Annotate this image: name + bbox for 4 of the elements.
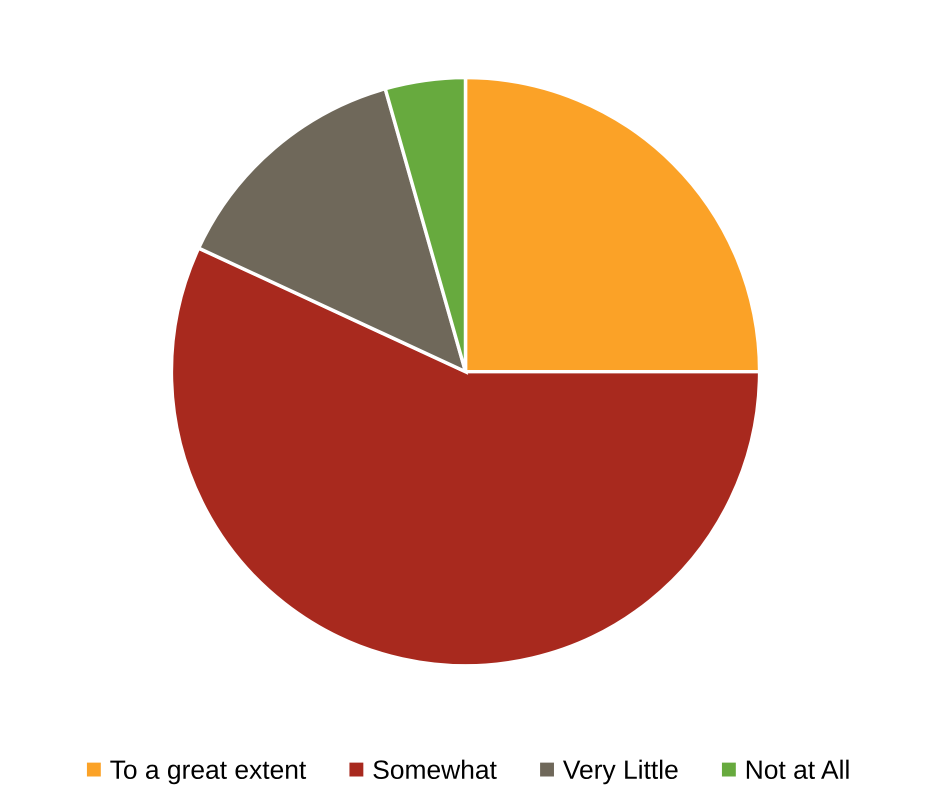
legend-label: Very Little [562, 760, 678, 784]
legend-label: To a great extent [110, 760, 306, 784]
legend-label: Not at All [746, 760, 849, 780]
legend-label: Somewhat [373, 760, 497, 780]
